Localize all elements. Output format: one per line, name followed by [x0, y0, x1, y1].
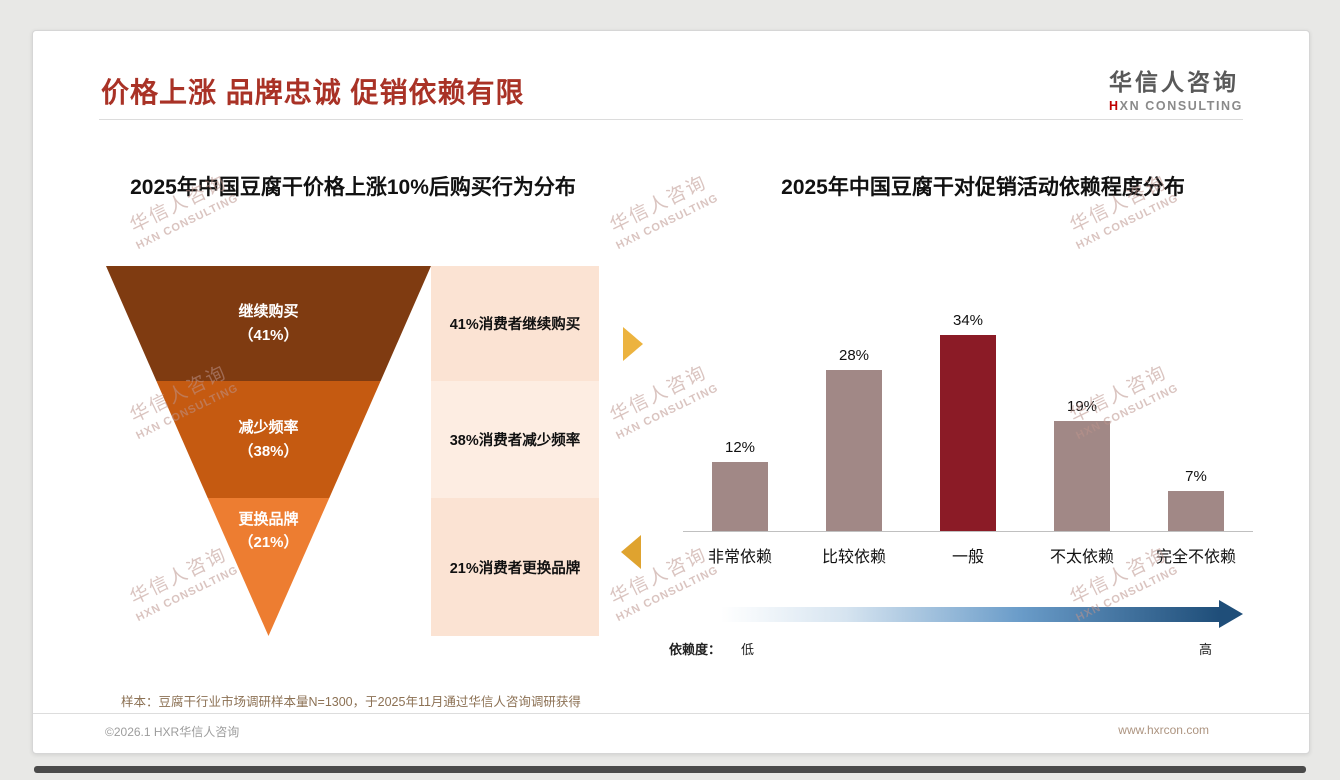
funnel-annotation: 38%消费者减少频率 [431, 381, 599, 498]
footer-website: www.hxrcon.com [1118, 723, 1209, 737]
x-axis-label: 完全不依赖 [1155, 549, 1236, 566]
funnel-annotation: 21%消费者更换品牌 [431, 498, 599, 636]
logo-en-text: HXN CONSULTING [1109, 99, 1243, 113]
sample-note: 样本：豆腐干行业市场调研样本量N=1300，于2025年11月通过华信人咨询调研… [121, 695, 581, 709]
funnel-annotations: 41%消费者继续购买 38%消费者减少频率 21%消费者更换品牌 [431, 266, 599, 636]
slide-card: 价格上涨 品牌忠诚 促销依赖有限 华信人咨询 HXN CONSULTING 20… [32, 30, 1310, 754]
funnel-stage-value: （41%） [238, 326, 299, 344]
funnel-stage-label: 继续购买 [238, 303, 299, 321]
bar-group: 7% [1139, 468, 1253, 531]
x-axis-line [683, 531, 1253, 532]
bar [940, 335, 996, 531]
bar [1054, 421, 1110, 531]
bar-group: 34% [911, 312, 1025, 531]
funnel-annotation: 41%消费者继续购买 [431, 266, 599, 381]
bar-chart: 12% 28% 34% 19% 7% [683, 301, 1253, 531]
bar-value-label: 34% [952, 312, 984, 329]
bar-value-label: 28% [838, 347, 870, 364]
funnel-stage-value: （38%） [238, 442, 299, 460]
bar [826, 370, 882, 531]
company-logo: 华信人咨询 HXN CONSULTING [1109, 63, 1243, 113]
x-axis-label: 非常依赖 [707, 549, 772, 566]
logo-cn-text: 华信人咨询 [1109, 69, 1239, 95]
dependence-arrowhead-icon [1219, 600, 1243, 628]
bar-group: 19% [1025, 398, 1139, 531]
dependence-low-label: 低 [741, 642, 755, 657]
funnel-chart-title: 2025年中国豆腐干价格上涨10%后购买行为分布 [130, 176, 576, 199]
dependence-high-label: 高 [1199, 642, 1213, 657]
x-axis-label: 一般 [951, 549, 984, 566]
funnel-stage-reduce-frequency: 减少频率 （38%） [156, 381, 381, 498]
dependence-gradient-arrow [721, 607, 1219, 622]
funnel-stage-switch-brand: 更换品牌 （21%） [207, 498, 330, 636]
bar [1168, 491, 1224, 531]
bar-chart-title: 2025年中国豆腐干对促销活动依赖程度分布 [781, 176, 1185, 199]
bar-value-label: 19% [1066, 398, 1098, 415]
bar [712, 462, 768, 531]
footer-copyright: ©2026.1 HXR华信人咨询 [105, 725, 240, 739]
bar-group: 28% [797, 347, 911, 531]
dependence-axis-label: 依赖度： [669, 642, 722, 657]
footer-divider [33, 713, 1309, 714]
funnel-stage-label: 减少频率 [238, 419, 299, 437]
funnel-chart: 继续购买 （41%） 减少频率 （38%） 更换品牌 （21%） [106, 266, 431, 636]
header-divider [99, 119, 1243, 120]
connector-arrow-left-icon [621, 535, 641, 569]
bar-group: 12% [683, 439, 797, 531]
bottom-edge-bar [34, 766, 1306, 773]
x-axis-labels: 非常依赖 比较依赖 一般 不太依赖 完全不依赖 [683, 543, 1253, 567]
funnel-stage-label: 更换品牌 [238, 511, 299, 528]
funnel-stage-value: （21%） [238, 534, 299, 552]
page-title: 价格上涨 品牌忠诚 促销依赖有限 [101, 77, 525, 108]
connector-arrow-right-icon [623, 327, 643, 361]
bar-value-label: 7% [1185, 468, 1207, 485]
x-axis-label: 比较依赖 [821, 549, 886, 566]
funnel-stage-keep-buying: 继续购买 （41%） [106, 266, 431, 381]
x-axis-label: 不太依赖 [1049, 549, 1114, 566]
bar-value-label: 12% [724, 439, 756, 456]
